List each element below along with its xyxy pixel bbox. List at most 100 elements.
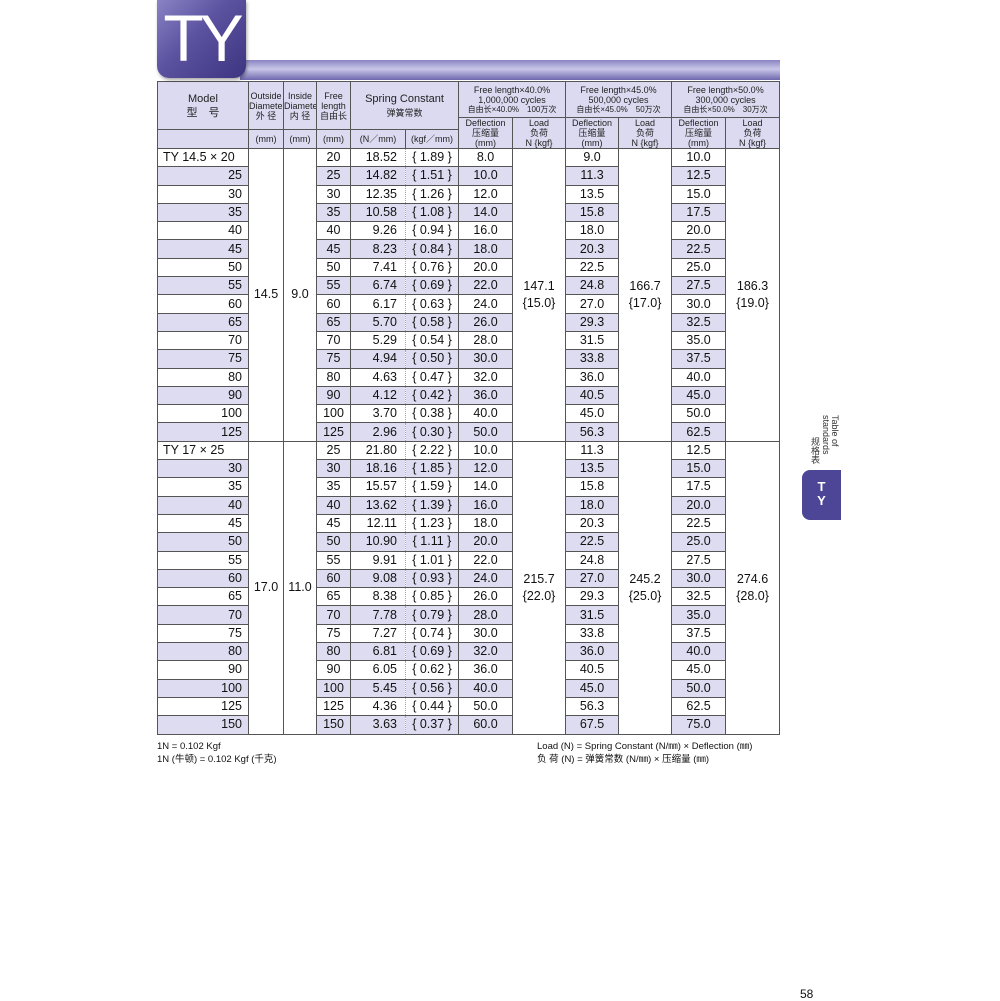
model-cell: 55 xyxy=(157,276,249,296)
spring-constant-kgf: { 0.37 } xyxy=(405,715,460,735)
load-cell: 166.7 {17.0} xyxy=(618,148,673,442)
deflection: 50.0 xyxy=(458,696,514,717)
deflection: 14.0 xyxy=(458,477,514,497)
free-length: 35 xyxy=(316,202,351,223)
table-row: 80 80 6.81{ 0.69 } 32.0 36.0 40.0 xyxy=(157,642,780,662)
spring-constant-n: 7.27 xyxy=(350,623,406,644)
col-model: Model 型 号 xyxy=(157,80,249,131)
deflection: 67.5 xyxy=(565,715,620,735)
page-number: 58 xyxy=(800,987,814,1001)
free-length: 40 xyxy=(316,495,351,515)
spring-constant-kgf: { 0.58 } xyxy=(405,312,460,332)
free-length: 125 xyxy=(316,696,351,717)
spring-constant-kgf: { 1.26 } xyxy=(405,184,460,204)
free-length: 35 xyxy=(316,477,351,497)
series-logo: TY xyxy=(157,0,246,78)
free-length: 20 xyxy=(316,147,351,168)
col-deflection: Deflection 压缩量 (mm) xyxy=(565,117,620,149)
spring-constant-n: 6.05 xyxy=(350,660,406,680)
col-load: Load 负荷 N {kgf} xyxy=(618,117,673,149)
model-cell: 65 xyxy=(157,312,249,332)
spring-constant-kgf: { 1.89 } xyxy=(405,147,460,168)
deflection: 22.5 xyxy=(565,257,620,278)
deflection: 40.5 xyxy=(565,385,620,406)
spring-constant-kgf: { 0.47 } xyxy=(405,367,460,387)
deflection: 45.0 xyxy=(671,385,727,406)
table-row: 125 125 2.96{ 0.30 } 50.0 56.3 62.5 xyxy=(157,422,780,442)
spring-constant-n: 5.29 xyxy=(350,330,406,351)
deflection: 8.0 xyxy=(458,147,514,168)
deflection: 24.8 xyxy=(565,550,620,570)
spring-constant-kgf: { 0.42 } xyxy=(405,385,460,406)
deflection: 30.0 xyxy=(458,349,514,369)
table-row: 25 25 14.82{ 1.51 } 10.0 11.3 12.5 xyxy=(157,166,780,186)
model-cell: 30 xyxy=(157,184,249,204)
deflection: 25.0 xyxy=(671,532,727,552)
model-cell: 40 xyxy=(157,495,249,515)
table-row: 30 30 18.16{ 1.85 } 12.0 13.5 15.0 xyxy=(157,459,780,479)
deflection: 26.0 xyxy=(458,312,514,332)
side-tab-ty[interactable]: T Y xyxy=(802,470,841,520)
deflection: 62.5 xyxy=(671,696,727,717)
table-row: 55 55 9.91{ 1.01 } 22.0 24.8 27.5 xyxy=(157,550,780,570)
table-row: 150 150 3.63{ 0.37 } 60.0 67.5 75.0 xyxy=(157,715,780,735)
unit-notes: 1N = 0.102 Kgf 1N (牛顿) = 0.102 Kgf (千克) xyxy=(157,741,277,765)
spring-constant-n: 21.80 xyxy=(350,440,406,461)
spring-constant-n: 15.57 xyxy=(350,477,406,497)
spring-constant-kgf: { 0.62 } xyxy=(405,660,460,680)
spring-constant-n: 9.91 xyxy=(350,550,406,570)
deflection: 22.5 xyxy=(565,532,620,552)
load-cell: 186.3 {19.0} xyxy=(725,148,781,442)
table-row: 40 40 9.26{ 0.94 } 16.0 18.0 20.0 xyxy=(157,221,780,241)
spring-constant-kgf: { 1.23 } xyxy=(405,513,460,534)
deflection: 31.5 xyxy=(565,605,620,625)
deflection: 36.0 xyxy=(565,642,620,662)
deflection: 60.0 xyxy=(458,715,514,735)
free-length: 80 xyxy=(316,642,351,662)
deflection: 18.0 xyxy=(565,495,620,515)
model-cell: 90 xyxy=(157,660,249,680)
model-cell: 125 xyxy=(157,696,249,717)
free-length: 60 xyxy=(316,294,351,314)
spring-constant-kgf: { 0.94 } xyxy=(405,221,460,241)
deflection: 22.5 xyxy=(671,239,727,259)
model-cell: 30 xyxy=(157,459,249,479)
deflection: 40.0 xyxy=(671,367,727,387)
model-cell: 35 xyxy=(157,202,249,223)
model-cell: 70 xyxy=(157,330,249,351)
free-length: 55 xyxy=(316,276,351,296)
col-load: Load 负荷 N {kgf} xyxy=(512,117,567,149)
free-length: 50 xyxy=(316,257,351,278)
deflection: 16.0 xyxy=(458,221,514,241)
deflection: 30.0 xyxy=(671,294,727,314)
deflection: 30.0 xyxy=(671,568,727,589)
model-cell: 80 xyxy=(157,367,249,387)
deflection: 27.5 xyxy=(671,276,727,296)
model-cell: 50 xyxy=(157,257,249,278)
spring-constant-kgf: { 0.85 } xyxy=(405,587,460,607)
model-cell: TY 14.5 × 20 xyxy=(157,147,249,168)
free-length: 40 xyxy=(316,221,351,241)
free-length: 45 xyxy=(316,513,351,534)
model-cell: 50 xyxy=(157,532,249,552)
spring-constant-n: 5.45 xyxy=(350,678,406,698)
deflection: 30.0 xyxy=(458,623,514,644)
deflection: 20.3 xyxy=(565,513,620,534)
deflection: 16.0 xyxy=(458,495,514,515)
table-row: 125 125 4.36{ 0.44 } 50.0 56.3 62.5 xyxy=(157,696,780,717)
spring-constant-kgf: { 0.84 } xyxy=(405,239,460,259)
model-cell: 60 xyxy=(157,294,249,314)
deflection: 27.0 xyxy=(565,294,620,314)
model-cell: TY 17 × 25 xyxy=(157,440,249,461)
col-deflection: Deflection 压缩量 (mm) xyxy=(458,117,514,149)
free-length: 90 xyxy=(316,385,351,406)
deflection: 36.0 xyxy=(458,385,514,406)
formula-notes: Load (N) = Spring Constant (N/㎜) × Defle… xyxy=(537,741,753,765)
deflection: 50.0 xyxy=(458,422,514,442)
col-free-length: Free length 自由长 xyxy=(316,80,351,131)
deflection: 12.5 xyxy=(671,166,727,186)
col-od: Outside Diameter 外 径 xyxy=(248,80,284,131)
spring-constant-n: 14.82 xyxy=(350,166,406,186)
table-row: 100 100 3.70{ 0.38 } 40.0 45.0 50.0 xyxy=(157,404,780,424)
deflection: 11.3 xyxy=(565,440,620,461)
